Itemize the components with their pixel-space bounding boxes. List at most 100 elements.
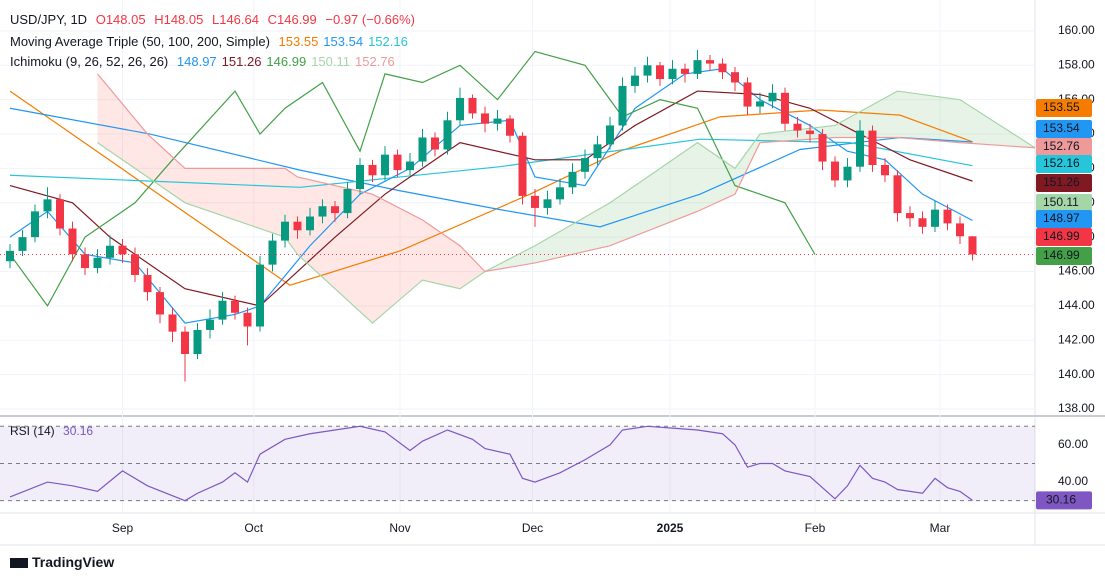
legend-value: 148.97 — [176, 54, 217, 69]
footer-logo: TradingView — [10, 554, 114, 570]
price-badge — [1036, 120, 1092, 138]
candle-body — [693, 60, 702, 74]
price-badge — [1036, 194, 1092, 212]
candle-body — [81, 254, 89, 269]
price-badge-label: 146.99 — [1043, 248, 1080, 262]
price-badge-label: 153.55 — [1043, 100, 1080, 114]
rsi-line — [9, 425, 973, 502]
open: O148.05 — [95, 12, 146, 27]
candle-body — [893, 175, 902, 214]
candle-body — [256, 264, 264, 327]
logo-mark — [10, 558, 28, 569]
candle-body — [206, 319, 214, 330]
candle-body — [56, 199, 64, 229]
candle-body — [843, 166, 852, 181]
price-badge-label: 148.97 — [1043, 211, 1080, 225]
candle-body — [631, 75, 639, 86]
candle-body — [856, 130, 864, 167]
price-badge-label: 150.11 — [1043, 195, 1079, 209]
candle-body — [681, 68, 689, 74]
candle-body — [218, 300, 227, 320]
candle-body — [481, 113, 489, 124]
cloud — [735, 134, 760, 195]
candle-body — [456, 97, 464, 121]
y-tick-label: 144.00 — [1058, 298, 1095, 312]
price-badge — [1036, 99, 1092, 117]
candle-body — [306, 216, 314, 231]
candle-body — [668, 68, 677, 80]
cloud — [372, 194, 423, 324]
candle-body — [331, 206, 339, 214]
candle-body — [568, 171, 577, 188]
x-tick-label: Dec — [522, 521, 543, 535]
legend-value: 153.55 — [278, 34, 319, 49]
legend-value: 152.16 — [368, 34, 408, 49]
candle-body — [156, 292, 164, 315]
x-tick-label: Sep — [112, 521, 134, 535]
cloud — [897, 91, 960, 143]
candle-body — [131, 254, 139, 275]
candle-body — [868, 130, 877, 165]
candle-body — [31, 211, 39, 238]
candle-body — [143, 274, 152, 293]
candle-body — [556, 187, 564, 200]
candle-body — [368, 164, 377, 176]
legend-ichimoku: Ichimoku (9, 26, 52, 26, 26) 148.97 151.2… — [10, 54, 400, 69]
candle-body — [181, 331, 189, 354]
candle-body — [593, 144, 602, 159]
price-badge-label: 152.76 — [1043, 139, 1080, 153]
candle-body — [543, 199, 552, 208]
candle-body — [293, 221, 302, 231]
candle-body — [468, 97, 477, 114]
symbol: USD/JPY, 1D — [10, 12, 88, 27]
candle-body — [6, 250, 14, 262]
price-badge — [1036, 138, 1092, 156]
cloud — [535, 202, 610, 263]
indicator-line — [97, 73, 1036, 273]
candle-body — [656, 65, 664, 80]
candle-body — [68, 228, 77, 255]
price-badge — [1036, 247, 1092, 265]
candle-body — [581, 158, 589, 172]
candle-body — [493, 118, 502, 124]
legend-value: 146.99 — [266, 54, 307, 69]
candle-body — [781, 92, 789, 124]
candle-body — [931, 209, 939, 227]
legend-value: 153.54 — [323, 34, 364, 49]
candle-body — [518, 135, 527, 196]
candle-body — [718, 63, 727, 73]
price-badge-label: 153.54 — [1043, 121, 1080, 135]
indicator-line — [97, 90, 1036, 324]
cloud — [697, 142, 735, 212]
candle-body — [356, 164, 364, 190]
candle-body — [231, 300, 239, 313]
cloud — [297, 176, 373, 324]
candle-body — [168, 314, 177, 332]
x-tick-label: Nov — [389, 521, 410, 535]
indicator-line — [9, 50, 816, 307]
price-badge — [1036, 174, 1092, 192]
indicator-line — [9, 90, 973, 286]
candle-body — [643, 65, 652, 76]
price-badge-label: 146.99 — [1043, 229, 1080, 243]
candle-body — [406, 161, 414, 171]
indicator-name: Ichimoku (9, 26, 52, 26, 26) — [10, 54, 169, 69]
candle-body — [268, 240, 277, 265]
candle-body — [118, 245, 127, 255]
rsi-badge-label: 30.16 — [1046, 493, 1076, 507]
candle-body — [943, 209, 952, 224]
rsi-value: 30.16 — [63, 424, 94, 438]
candle-body — [343, 189, 352, 214]
candle-body — [381, 154, 389, 176]
rsi-band — [0, 426, 1035, 501]
close: C146.99 — [267, 12, 317, 27]
candle-body — [431, 137, 439, 150]
indicator-line — [9, 107, 973, 228]
indicator-line — [9, 90, 973, 307]
indicator-name: Moving Average Triple (50, 100, 200, Sim… — [10, 34, 270, 49]
price-badge — [1036, 155, 1092, 173]
change: −0.97 (−0.66%) — [325, 12, 416, 27]
cloud — [147, 134, 185, 203]
candle-body — [956, 223, 964, 237]
